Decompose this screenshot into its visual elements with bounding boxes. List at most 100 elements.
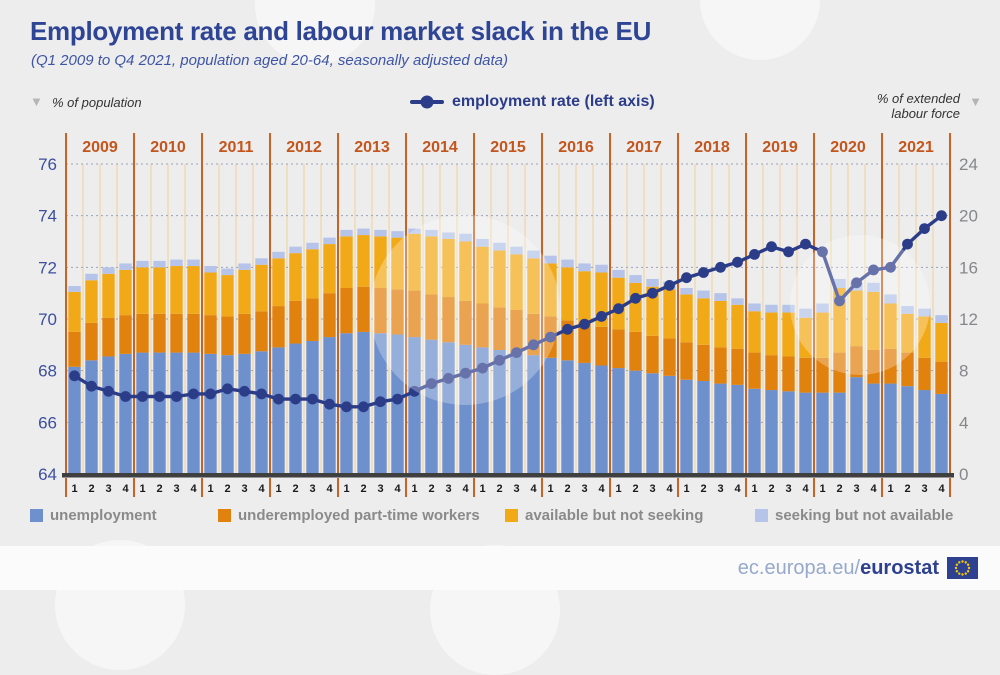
bar-segment: [765, 390, 778, 474]
bar-segment: [731, 304, 744, 349]
bar-segment: [136, 313, 149, 353]
quarter-label: 1: [547, 483, 553, 495]
year-label: 2019: [762, 139, 798, 156]
year-label: 2017: [626, 139, 662, 156]
bar-segment: [119, 263, 132, 270]
bar-segment: [289, 343, 302, 474]
bar-segment: [595, 264, 608, 273]
bar-segment: [833, 278, 846, 288]
bar-segment: [799, 357, 812, 393]
bar-segment: [391, 231, 404, 238]
line-point: [426, 378, 437, 389]
bar-segment: [170, 352, 183, 474]
bar-segment: [187, 266, 200, 314]
bar-segment: [935, 393, 948, 474]
bar-segment: [204, 315, 217, 354]
bar-segment: [799, 308, 812, 318]
bar-segment: [204, 353, 217, 475]
bar-segment: [510, 352, 523, 474]
bar-segment: [765, 355, 778, 391]
bar-segment: [680, 342, 693, 380]
year-label: 2011: [219, 139, 254, 156]
bar-segment: [323, 293, 336, 338]
bar-segment: [221, 275, 234, 317]
bar-segment: [340, 236, 353, 288]
bar-segment: [68, 366, 81, 474]
line-point: [341, 401, 352, 413]
bar-segment: [136, 352, 149, 474]
quarter-label: 4: [802, 483, 809, 495]
right-axis-tick: 12: [959, 310, 978, 329]
triangle-down-icon: ▼: [969, 94, 982, 109]
right-axis-caption: % of extended labour force: [877, 91, 960, 122]
quarter-label: 1: [343, 483, 349, 495]
line-point: [834, 295, 845, 307]
bar-segment: [714, 383, 727, 474]
bar-segment: [629, 331, 642, 371]
quarter-label: 1: [887, 483, 893, 495]
legend-item-seeking: seeking but not available: [755, 507, 953, 524]
line-point: [205, 388, 216, 400]
bar-segment: [493, 242, 506, 251]
legend-item-underemployed: underemployed part-time workers: [218, 507, 480, 524]
bar-segment: [731, 348, 744, 385]
bar-segment: [425, 236, 438, 295]
year-label: 2021: [898, 139, 934, 156]
bar-segment: [459, 344, 472, 474]
quarter-label: 3: [377, 483, 383, 495]
line-point: [613, 303, 624, 315]
quarter-label: 1: [819, 483, 825, 495]
line-point: [647, 287, 658, 299]
bar-segment: [255, 351, 268, 474]
bar-segment: [748, 303, 761, 312]
line-point: [596, 311, 607, 322]
line-point: [715, 261, 726, 273]
bar-segment: [867, 291, 880, 351]
legend-label: available but not seeking: [525, 507, 704, 524]
right-axis-tick: 20: [959, 207, 978, 226]
bar-segment: [527, 250, 540, 259]
line-point: [749, 249, 760, 260]
bar-segment: [136, 267, 149, 314]
bar-segment: [238, 353, 251, 475]
bar-segment: [493, 350, 506, 474]
bar-segment: [459, 233, 472, 242]
quarter-label: 1: [71, 483, 77, 495]
left-axis-tick: 72: [38, 258, 57, 277]
line-point: [936, 210, 947, 222]
bar-segment: [714, 300, 727, 348]
quarter-label: 2: [904, 483, 910, 495]
right-axis-caption-line2: labour force: [891, 105, 960, 121]
bar-segment: [306, 249, 319, 299]
seeking-swatch-icon: [755, 509, 768, 522]
bar-segment: [663, 289, 676, 339]
legend-label: seeking but not available: [775, 507, 954, 524]
left-axis-tick: 70: [38, 310, 57, 329]
bar-segment: [374, 229, 387, 237]
bar-segment: [493, 250, 506, 308]
bar-segment: [255, 264, 268, 312]
line-series-legend-label: employment rate (left axis): [452, 93, 655, 110]
quarter-label: 4: [870, 483, 877, 495]
quarter-label: 3: [853, 483, 859, 495]
line-point: [919, 223, 930, 235]
bar-segment: [561, 360, 574, 474]
bar-segment: [153, 313, 166, 353]
bar-segment: [289, 246, 302, 254]
quarter-label: 3: [241, 483, 247, 495]
year-label: 2013: [354, 139, 390, 156]
line-point: [120, 391, 131, 402]
bar-segment: [238, 263, 251, 270]
bar-segment: [289, 253, 302, 301]
quarter-label: 1: [139, 483, 145, 495]
bar-segment: [170, 266, 183, 314]
bar-segment: [85, 322, 98, 361]
bar-segment: [476, 238, 489, 247]
bar-segment: [459, 300, 472, 345]
quarter-label: 2: [88, 483, 94, 495]
quarter-label: 2: [428, 483, 434, 495]
bar-segment: [816, 303, 829, 313]
bar-segment: [646, 278, 659, 287]
bar-segment: [527, 355, 540, 474]
bar-segment: [884, 348, 897, 384]
